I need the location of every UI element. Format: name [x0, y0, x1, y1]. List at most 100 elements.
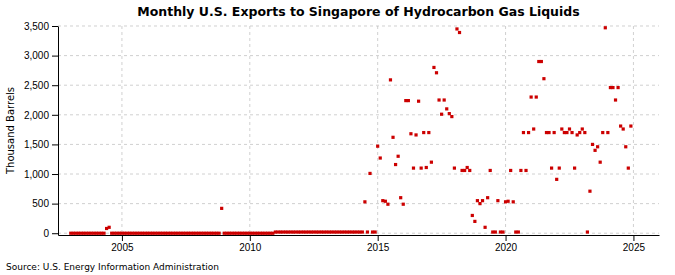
x-grid-line	[377, 26, 378, 235]
point	[578, 131, 581, 134]
x-tick-mark	[506, 235, 507, 241]
point	[379, 156, 382, 159]
point	[586, 230, 589, 233]
chart-svg: 2005201020152020202505001,0001,5002,0002…	[0, 0, 675, 275]
point	[522, 131, 525, 134]
point	[445, 107, 448, 110]
y-tick: 500	[32, 198, 58, 209]
y-tick: 1,000	[24, 169, 58, 180]
y-tick-label: 1,000	[24, 169, 49, 180]
point	[512, 200, 515, 203]
source-note: Source: U.S. Energy Information Administ…	[6, 262, 219, 272]
point	[519, 169, 522, 172]
point	[568, 127, 571, 130]
point	[455, 27, 458, 30]
point	[588, 190, 591, 193]
x-axis: 20052010201520202025	[59, 235, 660, 253]
point	[507, 200, 510, 203]
y-grid-line	[58, 55, 659, 56]
x-axis-line	[59, 235, 660, 236]
grid	[58, 26, 659, 235]
point	[453, 166, 456, 169]
point	[407, 99, 410, 102]
point	[570, 131, 573, 134]
point	[427, 131, 430, 134]
y-tick-mark	[52, 115, 58, 116]
point	[443, 98, 446, 101]
y-axis-title: Thousand Barrels	[5, 87, 16, 175]
point	[611, 86, 614, 89]
x-tick-label: 2005	[111, 242, 134, 253]
y-tick-mark	[52, 26, 58, 27]
point	[593, 149, 596, 152]
x-tick-mark	[122, 235, 123, 241]
chart-container: 2005201020152020202505001,0001,5002,0002…	[0, 0, 675, 275]
point	[363, 200, 366, 203]
plot-area: 2005201020152020202505001,0001,5002,0002…	[24, 21, 660, 253]
point	[606, 131, 609, 134]
point	[501, 230, 504, 233]
x-tick: 2005	[111, 235, 134, 253]
x-tick-label: 2025	[623, 242, 646, 253]
y-grid-line	[58, 203, 659, 204]
point	[616, 86, 619, 89]
point	[532, 127, 535, 130]
x-tick: 2020	[495, 235, 518, 253]
y-tick-label: 3,500	[24, 21, 49, 32]
point	[435, 71, 438, 74]
y-tick-label: 500	[32, 198, 49, 209]
y-axis: 05001,0001,5002,0002,5003,0003,500	[24, 21, 59, 239]
point	[389, 78, 392, 81]
point	[414, 133, 417, 136]
point	[397, 155, 400, 158]
x-tick-mark	[633, 235, 634, 241]
point	[604, 26, 607, 29]
y-tick-label: 2,500	[24, 80, 49, 91]
point	[555, 178, 558, 181]
point	[530, 95, 533, 98]
point	[614, 98, 617, 101]
point	[409, 132, 412, 135]
point	[374, 230, 377, 233]
point	[473, 220, 476, 223]
point	[220, 207, 223, 210]
point	[622, 127, 625, 130]
point	[542, 77, 545, 80]
point	[560, 127, 563, 130]
point	[432, 66, 435, 69]
y-tick-label: 0	[43, 228, 49, 239]
y-tick: 2,000	[24, 110, 58, 121]
point	[558, 166, 561, 169]
point	[486, 196, 489, 199]
point	[440, 113, 443, 116]
point	[550, 166, 553, 169]
y-tick: 3,500	[24, 21, 58, 32]
point	[540, 60, 543, 63]
point	[601, 131, 604, 134]
point	[596, 145, 599, 148]
y-tick-mark	[52, 233, 58, 234]
x-grid-line	[249, 26, 250, 235]
x-tick-label: 2010	[239, 242, 262, 253]
point	[547, 131, 550, 134]
x-tick-mark	[378, 235, 379, 241]
point	[450, 115, 453, 118]
point	[384, 200, 387, 203]
point	[458, 31, 461, 34]
point	[627, 166, 630, 169]
y-grid-line	[58, 144, 659, 145]
points	[69, 26, 632, 235]
point	[496, 199, 499, 202]
x-tick-mark	[250, 235, 251, 241]
point	[535, 95, 538, 98]
x-grid-line	[505, 26, 506, 235]
point	[471, 214, 474, 217]
point	[599, 161, 602, 164]
y-tick-mark	[52, 85, 58, 86]
point	[483, 226, 486, 229]
point	[468, 169, 471, 172]
point	[527, 131, 530, 134]
point	[102, 232, 105, 235]
x-tick: 2010	[239, 235, 262, 253]
point	[412, 166, 415, 169]
